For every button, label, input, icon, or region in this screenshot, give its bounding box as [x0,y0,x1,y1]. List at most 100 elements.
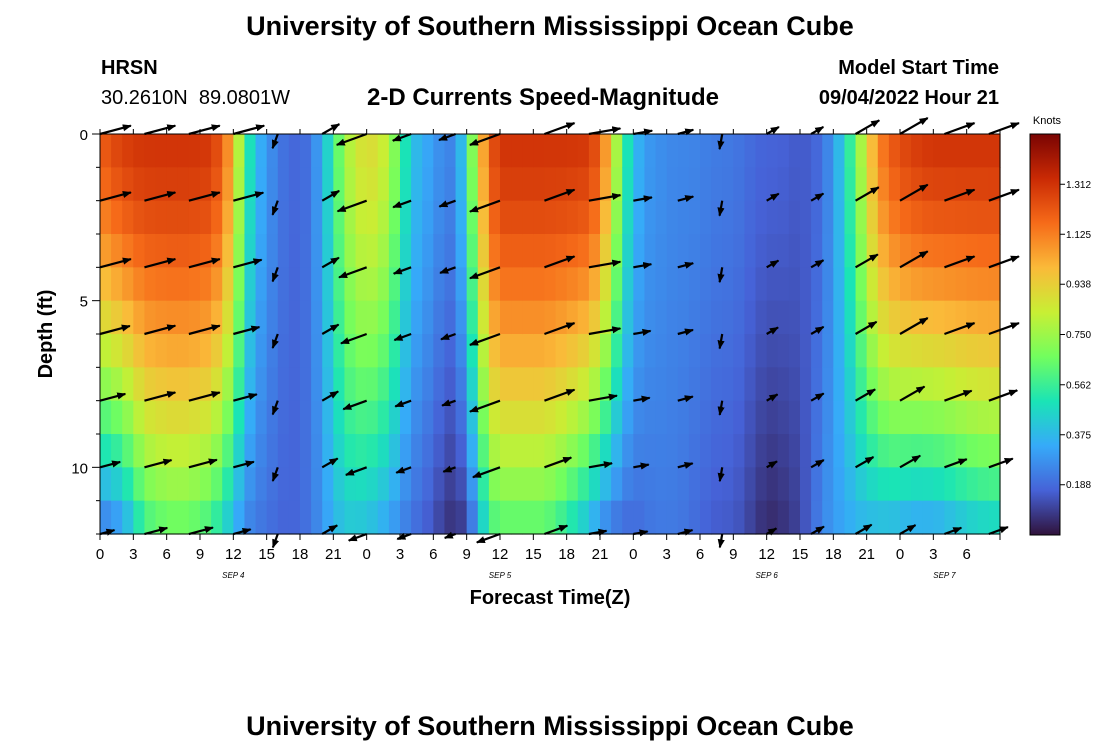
heatmap-cell [722,267,734,302]
heatmap-cell [311,334,323,368]
heatmap-cell [900,500,912,535]
heatmap-cell [833,500,846,535]
heatmap-cell [555,334,568,368]
heatmap-cell [155,467,168,502]
heatmap-cell [477,167,490,202]
heatmap-cell [277,200,290,235]
current-vector-arrow [717,467,725,483]
heatmap-cell [422,467,434,502]
current-vector-arrow [233,124,266,136]
heatmap-cell [966,200,979,235]
current-vector-arrow [766,460,778,469]
heatmap-cell [600,334,612,368]
heatmap-cell [144,200,157,235]
heatmap-cell [422,334,434,368]
heatmap-cell [944,167,957,202]
current-vector-arrow [810,525,825,535]
x-tick-label: 9 [196,546,204,563]
heatmap-cell [200,434,212,468]
current-vector-arrow [544,456,573,469]
heatmap-cell [700,367,712,402]
heatmap-cell [166,134,179,168]
current-vector-arrow [233,460,255,469]
current-vector-arrow [99,124,132,136]
heatmap-cell [200,500,212,535]
heatmap-cell [988,300,1001,335]
heatmap-cell [788,434,801,468]
y-tick-label: 0 [80,127,88,144]
heatmap-cell [844,300,857,335]
x-tick-label: 6 [696,546,704,563]
heatmap-cell [688,467,701,502]
heatmap-cell [422,500,434,535]
current-vector-arrow [944,255,976,269]
heatmap-cell [533,167,546,202]
heatmap-cell [277,400,290,435]
current-vector-arrow [99,528,116,536]
heatmap-cell [544,400,557,435]
heatmap-cell [666,400,679,435]
heatmap-cell [466,434,479,468]
heatmap-cell [488,500,501,535]
current-vector-arrow [188,458,218,469]
heatmap-cell [833,434,846,468]
heatmap-cell [900,200,912,235]
heatmap-cell [811,134,823,168]
heatmap-cell [577,200,590,235]
heatmap-cell [377,400,390,435]
heatmap-cell [722,400,734,435]
current-vector-arrow [633,128,654,136]
current-vector-arrow [633,395,651,403]
heatmap-cell [733,400,746,435]
heatmap-cell [166,200,179,235]
heatmap-cell [833,334,846,368]
heatmap-cell [777,500,790,535]
colorbar-tick-label: 0.562 [1066,380,1091,391]
heatmap-cell [211,134,223,168]
heatmap-cell [744,334,757,368]
heatmap-cell [122,234,134,268]
current-vector-arrow [899,250,929,269]
heatmap-cell [688,434,701,468]
heatmap-cell [844,234,857,268]
current-vector-arrow [899,117,929,135]
heatmap-cell [300,200,312,235]
heatmap-cell [544,500,557,535]
x-tick-label: 15 [792,546,809,563]
current-vector-arrow [899,385,926,402]
current-vector-arrow [144,324,177,336]
heatmap-cell [900,467,912,502]
heatmap-cell [444,400,457,435]
heatmap-cell [444,300,457,335]
heatmap-cell [711,167,723,202]
heatmap-cell [255,300,268,335]
heatmap-cell [466,234,479,268]
heatmap-cell [788,400,801,435]
heatmap-cell [166,434,179,468]
heatmap-cell [222,334,234,368]
heatmap-cell [133,467,146,502]
heatmap-cell [733,367,746,402]
heatmap-cell [677,334,690,368]
current-vector-arrow [766,125,780,135]
heatmap-cell [822,434,834,468]
current-vector-arrow [396,532,412,541]
heatmap-cell [277,334,290,368]
current-vector-arrow [988,389,1019,402]
heatmap-cell [422,167,434,202]
heatmap-cell [966,434,979,468]
current-vector-arrow [188,124,221,136]
heatmap-cell [922,167,934,202]
heatmap-cell [866,367,879,402]
heatmap-cell [811,300,823,335]
heatmap-cell [222,500,234,535]
heatmap-cell [544,334,557,368]
heatmap-cell [311,134,323,168]
current-vector-arrow [810,259,825,269]
heatmap-cell [700,434,712,468]
heatmap-cell [422,134,434,168]
heatmap-cell [911,267,923,302]
heatmap-cell [133,500,146,535]
heatmap-cell [711,234,723,268]
heatmap-cell [666,134,679,168]
